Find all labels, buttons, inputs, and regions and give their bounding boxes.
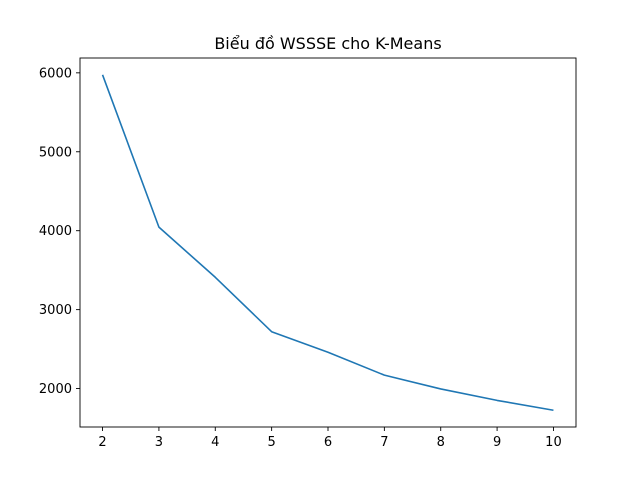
y-tick-label-6000: 6000	[39, 66, 72, 81]
y-tick-label-5000: 5000	[39, 145, 72, 160]
x-tick-label-7: 7	[380, 435, 388, 450]
plot-area: 2 3 4 5 6 7 8 9 10 2000 3000 4000 5000 6000	[39, 57, 577, 450]
x-tick-label-10: 10	[545, 435, 562, 450]
x-tick-label-8: 8	[437, 435, 445, 450]
x-tick-label-9: 9	[493, 435, 501, 450]
x-tick-label-6: 6	[324, 435, 332, 450]
chart-title: Biểu đồ WSSSE cho K-Means	[214, 34, 441, 53]
y-tick-label-2000: 2000	[39, 382, 72, 397]
x-tick-label-2: 2	[98, 435, 106, 450]
x-tick-label-4: 4	[211, 435, 219, 450]
axes-frame	[79, 57, 577, 428]
y-tick-label-4000: 4000	[39, 224, 72, 239]
series-line	[101, 74, 554, 412]
x-tick-label-5: 5	[267, 435, 275, 450]
x-tick-label-3: 3	[155, 435, 163, 450]
y-tick-label-3000: 3000	[39, 303, 72, 318]
